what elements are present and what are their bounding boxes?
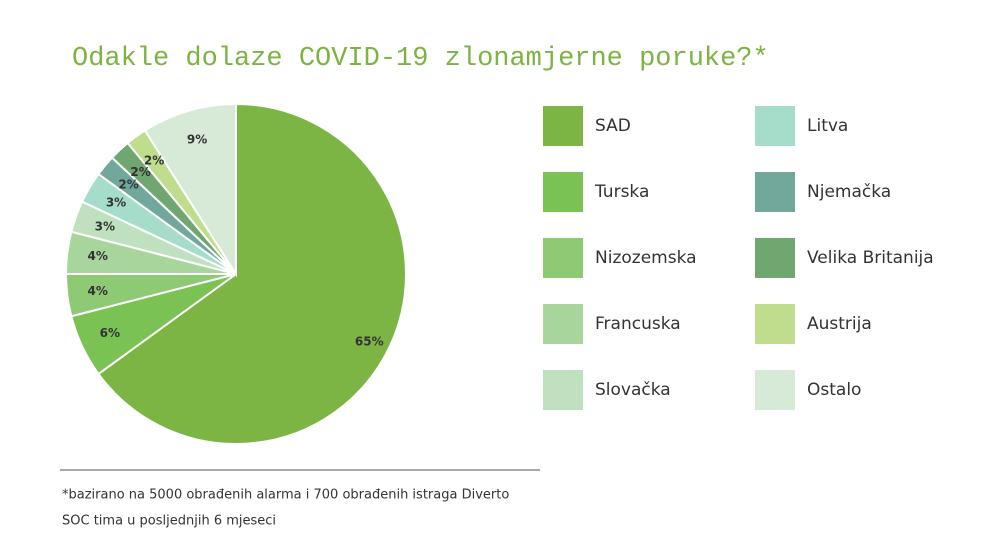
- legend-label: Turska: [594, 182, 649, 202]
- pie-slice: [143, 102, 237, 278]
- legend-swatch: [755, 238, 795, 278]
- legend-swatch: [755, 172, 795, 212]
- legend-label: Velika Britanija: [807, 248, 934, 268]
- legend-label: SAD: [595, 116, 631, 136]
- legend-label: Litva: [807, 116, 848, 136]
- legend-swatch: [543, 172, 583, 212]
- legend-swatch: [755, 304, 795, 344]
- legend-swatch: [755, 106, 795, 146]
- legend-label: Slovačka: [595, 380, 671, 400]
- footnote: SOC tima u posljednjih 6 mjeseci: [62, 514, 276, 529]
- slice-label: 4%: [88, 249, 108, 263]
- legend-label: Njemačka: [807, 182, 891, 202]
- footnote: *bazirano na 5000 obrađenih alarma i 700…: [62, 488, 509, 503]
- legend-swatch: [755, 370, 795, 410]
- legend-label: Ostalo: [807, 380, 861, 400]
- slice-label: 4%: [88, 284, 108, 298]
- legend-swatch: [543, 106, 583, 146]
- slice-label: 3%: [106, 196, 126, 210]
- legend-label: Austrija: [807, 314, 872, 334]
- legend-swatch: [543, 304, 583, 344]
- legend-label: Nizozemska: [595, 248, 697, 268]
- slice-label: 6%: [100, 326, 120, 340]
- legend-swatch: [543, 238, 583, 278]
- legend-swatch: [543, 370, 583, 410]
- slice-label: 9%: [187, 133, 207, 147]
- slice-label: 65%: [355, 334, 384, 348]
- chart-title: Odakle dolaze COVID-19 zlonamjerne poruk…: [72, 44, 769, 74]
- slice-label: 3%: [95, 219, 115, 233]
- slice-label: 2%: [144, 154, 164, 168]
- pie-slice: [97, 102, 407, 445]
- slice-label: 2%: [130, 165, 150, 179]
- legend-label: Francuska: [595, 314, 681, 334]
- slice-label: 2%: [118, 178, 138, 192]
